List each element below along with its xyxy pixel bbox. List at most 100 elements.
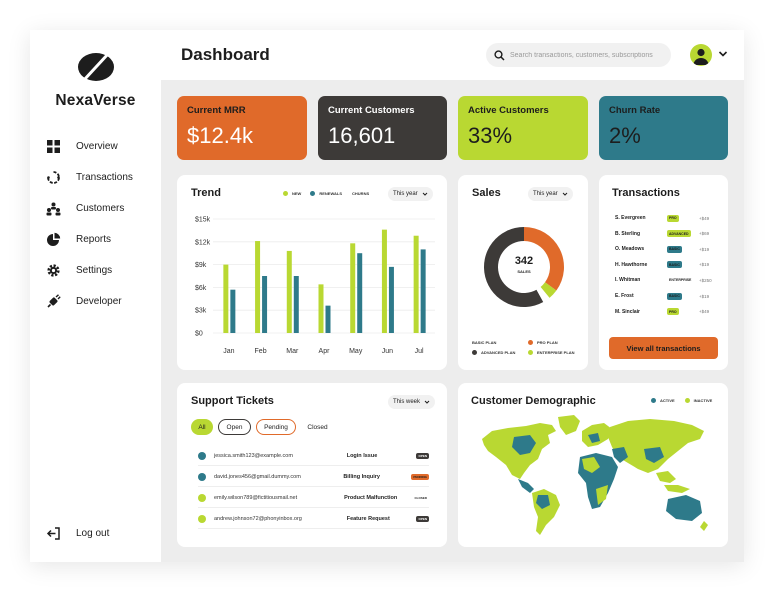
tickets-range-dropdown[interactable]: This week [388, 395, 436, 409]
sidebar-item-transactions[interactable]: Transactions [46, 167, 133, 187]
ticket-status-badge: PENDING [411, 473, 429, 480]
logout-label: Log out [76, 527, 110, 539]
ticket-status-dot [198, 493, 206, 502]
x-tick-label: Jul [415, 348, 424, 355]
chevron-down-icon[interactable] [718, 49, 728, 59]
search-icon [494, 49, 505, 61]
plug-icon [47, 293, 61, 308]
transaction-row[interactable]: O. Meadows BASIC +$19 [615, 244, 715, 254]
kpi-label: Churn Rate [609, 105, 661, 116]
filter-all[interactable]: All [191, 419, 213, 435]
bar-renewals[interactable] [357, 253, 363, 333]
ticket-email: emily.wilson789@fictitiousmail.net [214, 494, 298, 501]
view-all-transactions-button[interactable]: View all transactions [609, 337, 718, 359]
kpi-card-churn-rate: Churn Rate 2% [599, 96, 728, 160]
kpi-card-active-customers: Active Customers 33% [458, 96, 588, 160]
legend-label: Basic Plan [472, 340, 497, 345]
sales-legend-advanced: Advanced Plan [472, 350, 515, 355]
legend-label-inactive: Inactive [693, 398, 713, 403]
search-bar[interactable] [486, 43, 671, 67]
sidebar-item-customers[interactable]: Customers [46, 198, 124, 218]
sidebar-item-reports[interactable]: Reports [46, 229, 111, 249]
bar-new[interactable] [381, 229, 387, 333]
sidebar-item-label: Customers [76, 202, 125, 214]
sidebar-item-overview[interactable]: Overview [46, 136, 118, 156]
page-title: Dashboard [181, 45, 270, 64]
transaction-customer: S. Evergreen [615, 215, 646, 221]
trend-range-dropdown[interactable]: This year [388, 187, 433, 201]
kpi-value: 16,601 [328, 123, 396, 148]
ticket-row[interactable]: andrew.johnson72@phonyinbox.org Feature R… [198, 509, 429, 529]
plan-badge: PRO [667, 308, 679, 316]
bar-renewals[interactable] [420, 249, 426, 333]
ticket-email: andrew.johnson72@phonyinbox.org [214, 515, 302, 522]
bar-renewals[interactable] [262, 276, 268, 333]
map-region-central-america [518, 479, 534, 493]
demographic-title: Customer Demographic [471, 395, 596, 407]
transaction-row[interactable]: E. Frost BASIC +$19 [615, 291, 715, 301]
bar-new[interactable] [255, 241, 261, 333]
bar-new[interactable] [286, 250, 292, 333]
transaction-amount: +$19 [699, 262, 710, 268]
app-frame: NexaVerse Overview Transactions Customer… [30, 30, 744, 562]
support-tickets-card: Support Tickets This week All Open Pendi… [177, 383, 447, 547]
map-region-africa-south [596, 485, 608, 505]
transaction-row[interactable]: I. Whitman ENTERPRISE +$250 [615, 275, 715, 285]
donut-slice-enterprise-plan[interactable] [540, 282, 557, 298]
ticket-row[interactable]: jessica.smith123@example.com Login Issue O… [198, 446, 429, 466]
donut-slice-pro-plan[interactable] [524, 227, 564, 291]
transaction-amount: +$19 [699, 246, 710, 252]
sales-range-dropdown[interactable]: This year [528, 187, 573, 201]
sidebar-item-developer[interactable]: Developer [46, 291, 122, 311]
sales-title: Sales [472, 187, 501, 199]
legend-dot-inactive [684, 398, 690, 403]
sidebar: NexaVerse Overview Transactions Customer… [30, 30, 161, 562]
sidebar-item-label: Overview [76, 140, 118, 152]
transaction-row[interactable]: S. Evergreen PRO +$49 [615, 213, 715, 223]
transactions-card: Transactions S. Evergreen PRO +$49 B. Sterl… [599, 175, 728, 370]
logout-icon [46, 526, 60, 540]
kpi-card-current-mrr: Current MRR $12.4k [177, 96, 307, 160]
bar-renewals[interactable] [325, 305, 331, 333]
sales-legend-basic: Basic Plan [472, 340, 496, 345]
donut-slice-advanced-plan[interactable] [536, 287, 550, 303]
ticket-row[interactable]: emily.wilson789@fictitiousmail.net Produc… [198, 488, 429, 508]
bar-new[interactable] [350, 243, 356, 333]
demographic-legend: Active Inactive [651, 398, 712, 403]
kpi-label: Current Customers [328, 105, 415, 116]
search-input[interactable] [510, 51, 671, 59]
bar-new[interactable] [318, 284, 324, 333]
map-region-europe-active [588, 433, 600, 443]
donut-slice-basic-plan[interactable] [484, 227, 544, 307]
transactions-icon [47, 170, 60, 184]
legend-dot [528, 340, 533, 345]
filter-pending[interactable]: Pending [256, 419, 296, 435]
transaction-row[interactable]: B. Sterling ADVANCED +$69 [615, 229, 715, 239]
transaction-row[interactable]: M. Sinclair PRO +$49 [615, 307, 715, 317]
trend-range-label: This year [393, 191, 418, 197]
bar-renewals[interactable] [293, 276, 299, 333]
map-region-south-america-active [536, 495, 550, 509]
logout-button[interactable]: Log out [46, 523, 109, 543]
transaction-row[interactable]: H. Hawthorne BASIC +$19 [615, 260, 715, 270]
filter-open[interactable]: Open [218, 419, 251, 435]
sidebar-item-settings[interactable]: Settings [46, 260, 112, 280]
transaction-customer: B. Sterling [615, 230, 641, 237]
bar-new[interactable] [413, 235, 419, 333]
grid-icon [47, 139, 60, 153]
ticket-email: jessica.smith123@example.com [214, 452, 293, 459]
bar-renewals[interactable] [388, 266, 394, 333]
top-header: Dashboard [161, 30, 744, 80]
filter-closed[interactable]: Closed [307, 423, 328, 431]
ticket-row[interactable]: david.jones456@gmail.dummy.com Billing In… [198, 467, 429, 487]
sales-card: Sales This year 342 Sales Basic Plan Pro… [458, 175, 588, 370]
bar-renewals[interactable] [230, 289, 236, 333]
support-tickets-title: Support Tickets [191, 395, 274, 407]
brand-name: NexaVerse [55, 92, 136, 109]
kpi-label: Active Customers [468, 105, 549, 116]
bar-new[interactable] [223, 264, 229, 333]
transaction-amount: +$49 [699, 309, 710, 315]
plan-badge: ENTERPRISE [667, 276, 694, 284]
pie-chart-icon [47, 232, 61, 246]
avatar[interactable] [690, 44, 712, 66]
